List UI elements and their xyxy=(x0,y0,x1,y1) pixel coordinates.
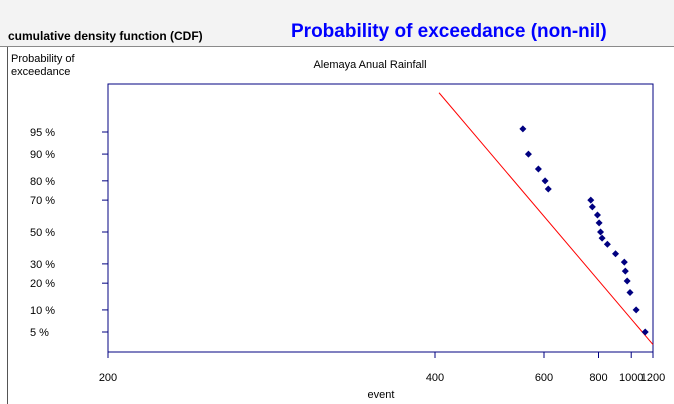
data-point xyxy=(534,165,542,173)
y-tick-label: 90 % xyxy=(30,149,55,161)
y-tick-label: 95 % xyxy=(30,127,55,139)
data-point xyxy=(626,288,634,296)
data-point xyxy=(603,240,611,248)
y-tick-label: 50 % xyxy=(30,227,55,239)
data-point xyxy=(623,277,631,285)
y-ticks: 95 % 90 % 80 % 70 % 50 % 30 % 20 % 10 % 5 % xyxy=(30,127,108,339)
x-tick-label: 400 xyxy=(426,372,444,384)
y-tick-label: 30 % xyxy=(30,259,55,271)
x-tick-label: 1200 xyxy=(641,372,665,384)
x-tick-label: 1000 xyxy=(619,372,643,384)
data-point xyxy=(595,219,603,227)
points-layer xyxy=(519,125,649,336)
cdf-title: cumulative density function (CDF) xyxy=(8,29,203,43)
data-point xyxy=(519,125,527,133)
data-point xyxy=(587,196,595,204)
y-tick-label: 20 % xyxy=(30,278,55,290)
plot-area xyxy=(107,83,654,353)
x-tick-label: 800 xyxy=(589,372,607,384)
fit-line-layer xyxy=(438,92,654,345)
data-point xyxy=(641,328,649,336)
data-point xyxy=(593,211,601,219)
data-point xyxy=(632,306,640,314)
header-bar xyxy=(0,0,674,46)
data-point xyxy=(597,228,605,236)
data-point xyxy=(541,177,549,185)
fit-line xyxy=(438,92,654,345)
panel-left-border xyxy=(7,47,8,404)
y-tick-label: 10 % xyxy=(30,305,55,317)
data-point xyxy=(524,150,532,158)
y-tick-label: 5 % xyxy=(30,327,49,339)
chart-panel xyxy=(0,46,674,404)
main-title: Probability of exceedance (non-nil) xyxy=(291,21,607,42)
x-tick-label: 200 xyxy=(99,372,117,384)
x-axis-label: event xyxy=(368,389,395,401)
y-tick-label: 70 % xyxy=(30,195,55,207)
chart-title: Alemaya Anual Rainfall xyxy=(313,59,426,71)
y-axis-label: Probability of exceedance xyxy=(11,53,75,78)
data-point xyxy=(612,250,620,258)
data-point xyxy=(598,234,606,242)
data-point xyxy=(588,203,596,211)
data-point xyxy=(621,267,629,275)
data-point xyxy=(620,258,628,266)
data-point xyxy=(544,185,552,193)
y-tick-label: 80 % xyxy=(30,176,55,188)
x-tick-label: 600 xyxy=(535,372,553,384)
